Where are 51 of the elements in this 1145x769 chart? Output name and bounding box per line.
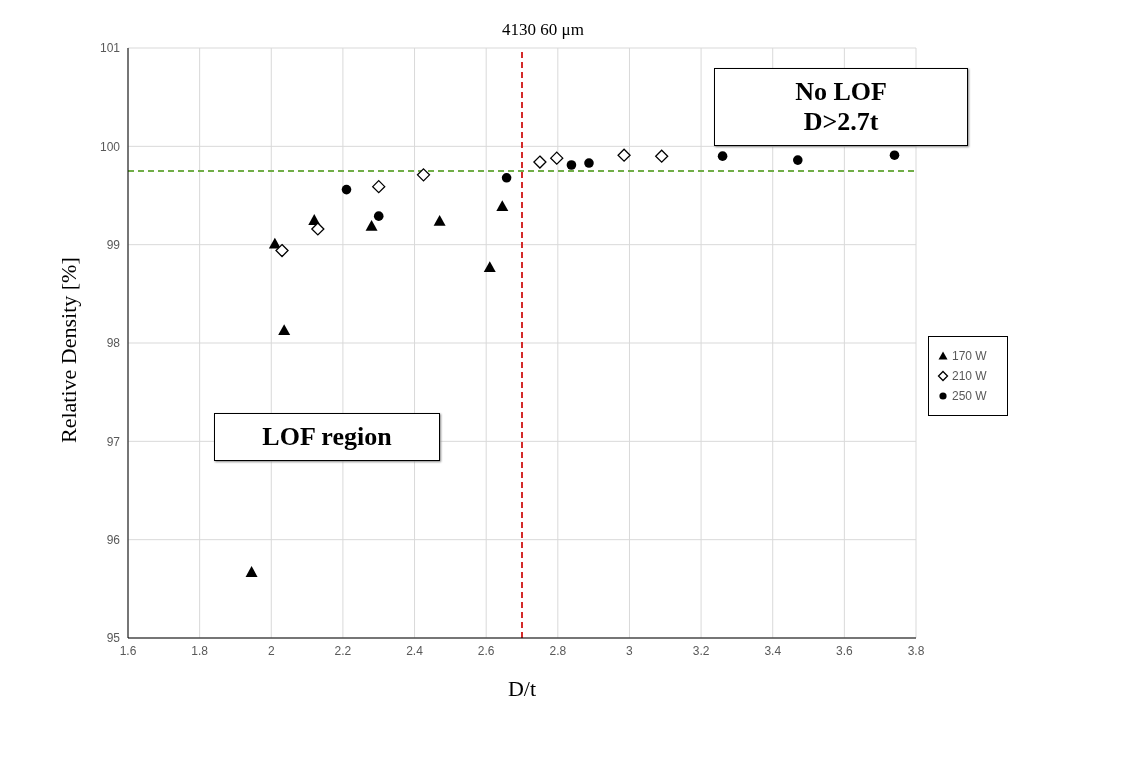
text-box: LOF region <box>214 413 440 461</box>
annotation: No LOF D>2.7t <box>794 77 888 137</box>
point <box>496 200 509 212</box>
point <box>550 151 564 165</box>
y-axis-title: Relative Density [%] <box>55 257 81 443</box>
y-tick-label: 101 <box>99 41 121 56</box>
point <box>501 173 512 183</box>
point <box>717 151 728 161</box>
y-tick-label: 99 <box>106 237 121 252</box>
x-tick-label: 1.8 <box>191 643 209 658</box>
point <box>311 222 325 236</box>
point <box>433 215 446 226</box>
point <box>278 324 291 336</box>
point <box>793 155 803 165</box>
y-tick-label: 95 <box>106 631 121 646</box>
point <box>655 149 669 163</box>
x-tick-label: 2 <box>267 643 275 658</box>
x-tick-label: 3.8 <box>907 643 925 658</box>
x-axis-title: D/t <box>507 676 537 701</box>
point <box>584 158 594 168</box>
x-tick-label: 2.2 <box>334 643 352 658</box>
y-tick-label: 96 <box>106 532 121 547</box>
legend-label: 170 W <box>952 348 987 363</box>
legend-label: 250 W <box>952 388 987 403</box>
point <box>483 261 496 273</box>
point <box>365 219 378 231</box>
annotation: LOF region <box>261 422 393 452</box>
x-tick-label: 2.6 <box>477 643 495 658</box>
y-tick-label: 100 <box>99 139 121 154</box>
y-tick-label: 97 <box>106 434 121 449</box>
x-tick-label: 3.6 <box>836 643 854 658</box>
point <box>617 148 631 162</box>
y-tick-label: 98 <box>106 336 121 351</box>
point <box>372 180 386 194</box>
point <box>275 243 289 258</box>
point <box>533 155 547 169</box>
point <box>416 168 431 182</box>
x-tick-label: 3 <box>626 643 634 658</box>
x-tick-label: 3.2 <box>692 643 710 658</box>
x-tick-label: 1.6 <box>119 643 137 658</box>
x-tick-label: 2.8 <box>549 643 567 658</box>
point <box>245 566 258 577</box>
point <box>373 211 384 221</box>
text-box: No LOF D>2.7t <box>714 68 968 146</box>
x-tick-label: 3.4 <box>764 643 782 658</box>
legend-label: 210 W <box>952 368 987 383</box>
point <box>889 150 900 160</box>
x-tick-label: 2.4 <box>406 643 424 658</box>
point <box>341 184 352 195</box>
chart-title: 4130 60 μm <box>501 20 585 40</box>
point <box>566 160 577 170</box>
